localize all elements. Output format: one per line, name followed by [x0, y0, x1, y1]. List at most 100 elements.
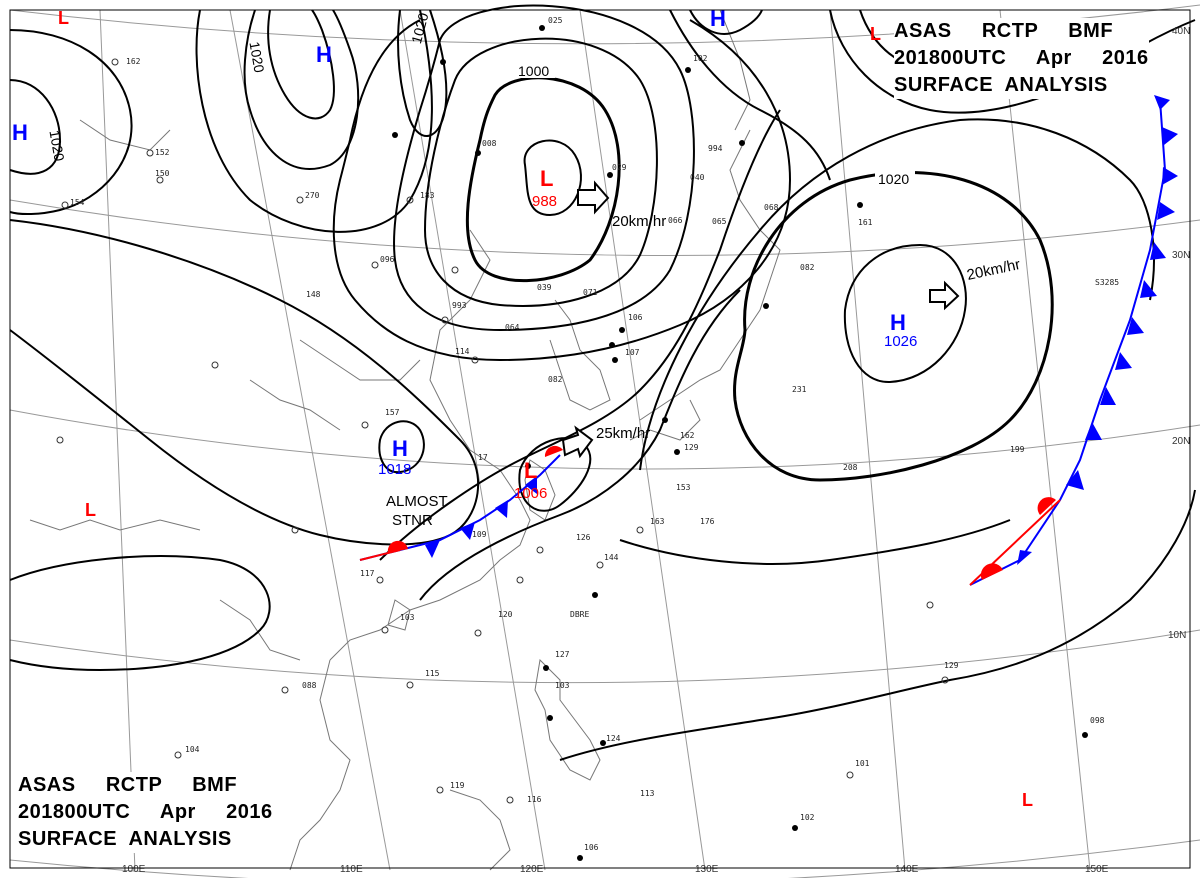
station-code: S3285 — [1095, 278, 1119, 287]
isobar-northeast — [669, 9, 831, 181]
station-dot — [607, 172, 613, 178]
isobar-1020-nw2 — [267, 9, 335, 120]
station-value: 102 — [693, 54, 708, 63]
footer-line-1: ASAS RCTP BMF — [18, 774, 238, 796]
high-symbol-pacific: H — [890, 310, 906, 335]
warm-front-bump-2 — [544, 445, 563, 457]
low-symbol-se: L — [1022, 790, 1033, 810]
station-value: 157 — [385, 408, 400, 417]
coordinate-labels: 40N 30N 20N 10N 100E 110E 120E 130E 140E… — [122, 26, 1190, 875]
station-dot — [440, 59, 446, 65]
station-value: 17 — [478, 453, 488, 462]
station-value: 129 — [684, 443, 699, 452]
lon-label-150e: 150E — [1085, 864, 1109, 875]
warm-front-bump-1 — [387, 540, 408, 553]
station-circle — [291, 526, 299, 534]
isobar-1020-pacific — [733, 171, 1054, 482]
station-dot — [612, 357, 618, 363]
latitude-line-0 — [9, 839, 1200, 878]
station-circle — [281, 686, 289, 694]
coast-china — [329, 229, 531, 661]
latitude-line-20n — [9, 409, 1200, 470]
station-value: 161 — [858, 218, 873, 227]
station-value: 120 — [498, 610, 513, 619]
station-dot — [543, 665, 549, 671]
isobar-low-2 — [423, 37, 658, 307]
coast-indochina — [289, 659, 351, 871]
station-dot — [1082, 732, 1088, 738]
cold-front-tri-5 — [1017, 550, 1032, 565]
station-circle — [156, 176, 164, 184]
station-dot — [539, 25, 545, 31]
station-dot — [619, 327, 625, 333]
station-dot — [392, 132, 398, 138]
station-circle — [516, 576, 524, 584]
motion-arrows — [561, 180, 960, 459]
isobars — [9, 4, 1196, 761]
station-dot — [609, 342, 615, 348]
coast-hainan — [387, 599, 411, 631]
station-circle — [941, 676, 949, 684]
low-symbol-nw: L — [58, 8, 69, 28]
station-value: 088 — [302, 681, 317, 690]
front-pacific-cold — [969, 99, 1167, 586]
longitude-line-110e — [229, 9, 391, 871]
station-value: 126 — [576, 533, 591, 542]
station-value: 065 — [712, 217, 727, 226]
station-value: 068 — [764, 203, 779, 212]
station-value: 162 — [680, 431, 695, 440]
station-circle — [846, 771, 854, 779]
isobar-1020-nw — [243, 9, 360, 170]
station-value: 106 — [584, 843, 599, 852]
header-title-block: ASAS RCTP BMF 201800UTC Apr 2016 SURFACE… — [894, 18, 1149, 99]
warm-front-bump-3 — [980, 563, 1003, 580]
isobar-label-1000: 1000 — [518, 63, 549, 79]
motion-label-low-taiwan: 25km/hr — [596, 425, 650, 442]
station-value: 148 — [306, 290, 321, 299]
station-value: 117 — [360, 569, 375, 578]
high-symbol-nw: H — [316, 42, 332, 67]
footer-line-2: 201800UTC Apr 2016 — [18, 801, 273, 823]
station-value: 064 — [505, 323, 520, 332]
isobar-low-3 — [393, 4, 695, 332]
station-value: 127 — [555, 650, 570, 659]
station-value: 162 — [126, 57, 141, 66]
station-circle — [56, 436, 64, 444]
longitude-line-130e — [579, 9, 706, 871]
lon-label-140e: 140E — [895, 864, 919, 875]
low-value-main: 988 — [532, 193, 557, 210]
station-value: 119 — [450, 781, 465, 790]
stationary-label-1: ALMOST — [386, 493, 448, 510]
cold-front-tri-3 — [495, 500, 508, 518]
station-value: 153 — [676, 483, 691, 492]
isobar-pacific-wide — [619, 519, 1011, 565]
station-value: 124 — [606, 734, 621, 743]
station-circle — [596, 561, 604, 569]
station-value: 183 — [420, 191, 435, 200]
coast-japan — [639, 129, 781, 421]
longitude-line-120e — [399, 9, 546, 871]
isobar-nw-corner2 — [9, 29, 133, 216]
header-line-1: ASAS RCTP BMF — [894, 20, 1114, 42]
station-filled — [392, 25, 1088, 861]
station-circle — [451, 266, 459, 274]
station-value: 104 — [185, 745, 200, 754]
station-value: 208 — [843, 463, 858, 472]
isobar-label-1020-nw: 1020 — [246, 40, 267, 74]
station-value: 039 — [537, 283, 552, 292]
cold-front-tri-1 — [425, 540, 440, 558]
isobar-label-1020-pacific: 1020 — [878, 171, 909, 187]
cold-front-tri-8 — [1100, 387, 1116, 405]
station-value: 106 — [628, 313, 643, 322]
isobar-1020-nwmid — [195, 9, 433, 233]
station-value: 993 — [452, 301, 467, 310]
station-value: 116 — [527, 795, 542, 804]
high-symbol-w: H — [12, 120, 28, 145]
station-circle — [296, 196, 304, 204]
footer-line-3: SURFACE ANALYSIS — [18, 828, 232, 850]
cold-front-tri-16 — [1154, 95, 1170, 110]
station-value: 994 — [708, 144, 723, 153]
high-symbol-china: H — [392, 436, 408, 461]
station-value: 109 — [472, 530, 487, 539]
